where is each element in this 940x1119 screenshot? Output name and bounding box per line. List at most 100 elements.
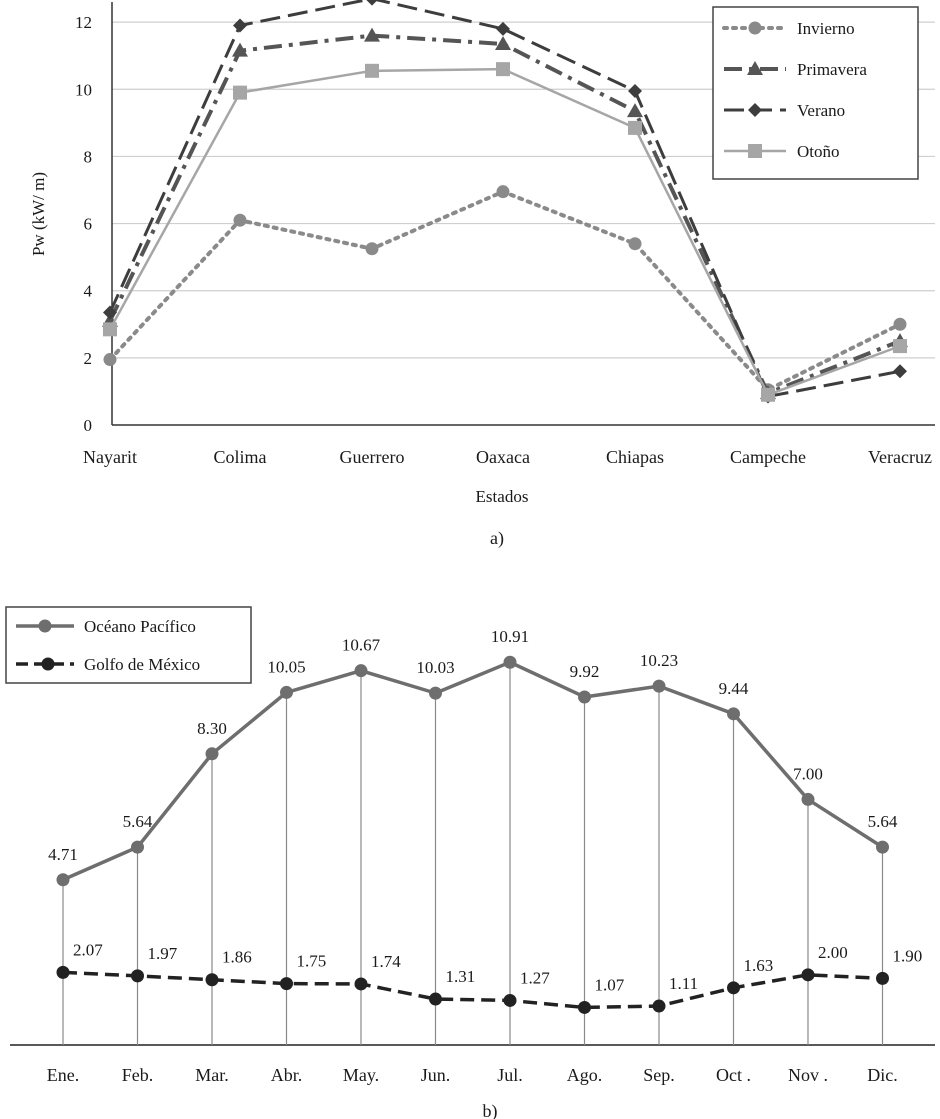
series-line-oceano-pacifico bbox=[62, 660, 884, 882]
data-label-golfo-de-mexico: 1.74 bbox=[371, 952, 401, 971]
data-point-oceano-pacifico bbox=[503, 655, 517, 669]
data-label-oceano-pacifico: 9.92 bbox=[570, 662, 600, 681]
x-tick-label: Dic. bbox=[867, 1065, 898, 1085]
data-label-oceano-pacifico: 9.44 bbox=[719, 679, 749, 698]
chart-caption: b) bbox=[483, 1101, 498, 1119]
data-point-golfo-de-mexico bbox=[876, 971, 889, 985]
data-point-oceano-pacifico bbox=[205, 747, 219, 761]
chart-b-monthly-power: 4.71 5.64 8.30 10.05 10.67 10.03 10.91 9.92 10.2… bbox=[5, 606, 935, 1119]
legend-label-verano: Verano bbox=[797, 101, 845, 120]
data-point-oceano-pacifico bbox=[801, 792, 815, 806]
data-point-invierno bbox=[365, 242, 379, 256]
series-line-golfo-de-mexico bbox=[62, 970, 883, 1010]
data-label-oceano-pacifico: 10.91 bbox=[491, 627, 529, 646]
x-tick-label: Ene. bbox=[47, 1065, 79, 1085]
data-point-oceano-pacifico bbox=[727, 707, 740, 721]
data-point-otoño bbox=[103, 322, 117, 337]
data-label-oceano-pacifico: 5.64 bbox=[123, 812, 153, 831]
y-tick-label: 0 bbox=[84, 416, 93, 435]
data-point-verano bbox=[496, 21, 510, 36]
x-tick-label: Oct . bbox=[716, 1065, 751, 1085]
chart-a-seasonal-power-by-state: 0 2 4 6 8 10 12 Nayarit Colima Guerrero Oaxaca Chia… bbox=[29, 0, 935, 549]
x-tick-label: Nov . bbox=[788, 1065, 828, 1085]
data-label-oceano-pacifico: 10.23 bbox=[640, 651, 678, 670]
x-tick-label: Jul. bbox=[497, 1065, 523, 1085]
data-label-oceano-pacifico: 8.30 bbox=[197, 719, 227, 738]
data-point-golfo-de-mexico bbox=[727, 981, 740, 995]
x-tick-label: Guerrero bbox=[340, 447, 405, 467]
data-point-otoño bbox=[628, 120, 642, 135]
data-point-otoño bbox=[365, 63, 379, 78]
data-label-oceano-pacifico: 10.67 bbox=[342, 636, 381, 655]
data-point-oceano-pacifico bbox=[56, 873, 70, 887]
data-label-golfo-de-mexico: 1.86 bbox=[222, 948, 252, 967]
data-point-otoño bbox=[893, 339, 907, 354]
legend-marker-primavera bbox=[747, 61, 763, 75]
legend-marker-verano bbox=[748, 103, 762, 117]
x-tick-label: Abr. bbox=[271, 1065, 303, 1085]
x-axis-title: Estados bbox=[476, 487, 529, 506]
data-point-otoño bbox=[496, 62, 510, 77]
data-point-oceano-pacifico bbox=[652, 679, 666, 693]
data-label-golfo-de-mexico: 1.31 bbox=[446, 967, 476, 986]
data-label-golfo-de-mexico: 2.07 bbox=[73, 940, 103, 959]
legend-marker-oceano-pacifico bbox=[38, 619, 52, 633]
data-label-golfo-de-mexico: 1.63 bbox=[744, 956, 774, 975]
data-label-golfo-de-mexico: 1.07 bbox=[595, 975, 625, 994]
legend-label-golfo-de-mexico: Golfo de México bbox=[84, 655, 200, 674]
x-tick-label: Jun. bbox=[421, 1065, 451, 1085]
y-tick-label: 12 bbox=[75, 13, 92, 32]
data-point-oceano-pacifico bbox=[280, 685, 293, 699]
x-tick-label: Chiapas bbox=[606, 447, 664, 467]
data-point-verano bbox=[628, 83, 642, 98]
y-tick-label: 4 bbox=[84, 282, 93, 301]
x-tick-label: Ago. bbox=[567, 1065, 603, 1085]
data-label-golfo-de-mexico: 1.27 bbox=[520, 968, 550, 987]
data-point-verano bbox=[103, 305, 117, 320]
data-point-golfo-de-mexico bbox=[801, 968, 815, 982]
x-tick-label: Veracruz bbox=[868, 447, 932, 467]
data-point-verano bbox=[366, 0, 378, 6]
data-point-golfo-de-mexico bbox=[280, 977, 293, 991]
data-label-golfo-de-mexico: 1.90 bbox=[893, 946, 923, 965]
y-tick-label: 6 bbox=[84, 215, 93, 234]
legend-marker-invierno bbox=[748, 21, 762, 35]
legend-marker-golfo-de-mexico bbox=[41, 657, 55, 671]
data-label-golfo-de-mexico: 2.00 bbox=[818, 943, 848, 962]
data-point-golfo-de-mexico bbox=[429, 992, 442, 1006]
data-label-oceano-pacifico: 5.64 bbox=[868, 812, 898, 831]
data-point-golfo-de-mexico bbox=[503, 993, 517, 1007]
legend-label-primavera: Primavera bbox=[797, 60, 867, 79]
data-point-oceano-pacifico bbox=[354, 664, 368, 678]
x-tick-label: May. bbox=[343, 1065, 379, 1085]
data-point-oceano-pacifico bbox=[876, 840, 889, 854]
data-label-oceano-pacifico: 4.71 bbox=[48, 845, 78, 864]
data-label-golfo-de-mexico: 1.11 bbox=[669, 974, 698, 993]
x-tick-label: Colima bbox=[214, 447, 267, 467]
data-point-golfo-de-mexico bbox=[56, 965, 70, 979]
data-label-oceano-pacifico: 10.03 bbox=[416, 658, 454, 677]
x-tick-label: Sep. bbox=[643, 1065, 675, 1085]
data-label-oceano-pacifico: 10.05 bbox=[267, 657, 305, 676]
data-point-verano bbox=[893, 364, 907, 379]
data-point-oceano-pacifico bbox=[429, 686, 442, 700]
y-tick-label: 10 bbox=[75, 80, 92, 99]
data-point-primavera bbox=[495, 35, 511, 50]
data-point-invierno bbox=[893, 317, 907, 331]
y-tick-label: 8 bbox=[84, 147, 93, 166]
chart-caption: a) bbox=[490, 528, 504, 549]
data-point-otoño bbox=[761, 387, 775, 402]
data-point-golfo-de-mexico bbox=[131, 969, 144, 983]
legend-label-invierno: Invierno bbox=[797, 19, 855, 38]
legend-marker-otoño bbox=[748, 144, 762, 158]
x-tick-label: Oaxaca bbox=[476, 447, 530, 467]
data-point-golfo-de-mexico bbox=[578, 1000, 591, 1014]
data-point-primavera bbox=[627, 103, 643, 118]
data-label-golfo-de-mexico: 1.97 bbox=[148, 944, 178, 963]
y-tick-label: 2 bbox=[84, 349, 93, 368]
x-tick-label: Nayarit bbox=[83, 447, 137, 467]
data-point-oceano-pacifico bbox=[578, 690, 591, 704]
data-point-primavera bbox=[364, 27, 380, 42]
data-point-golfo-de-mexico bbox=[205, 973, 219, 987]
data-point-otoño bbox=[233, 85, 247, 100]
